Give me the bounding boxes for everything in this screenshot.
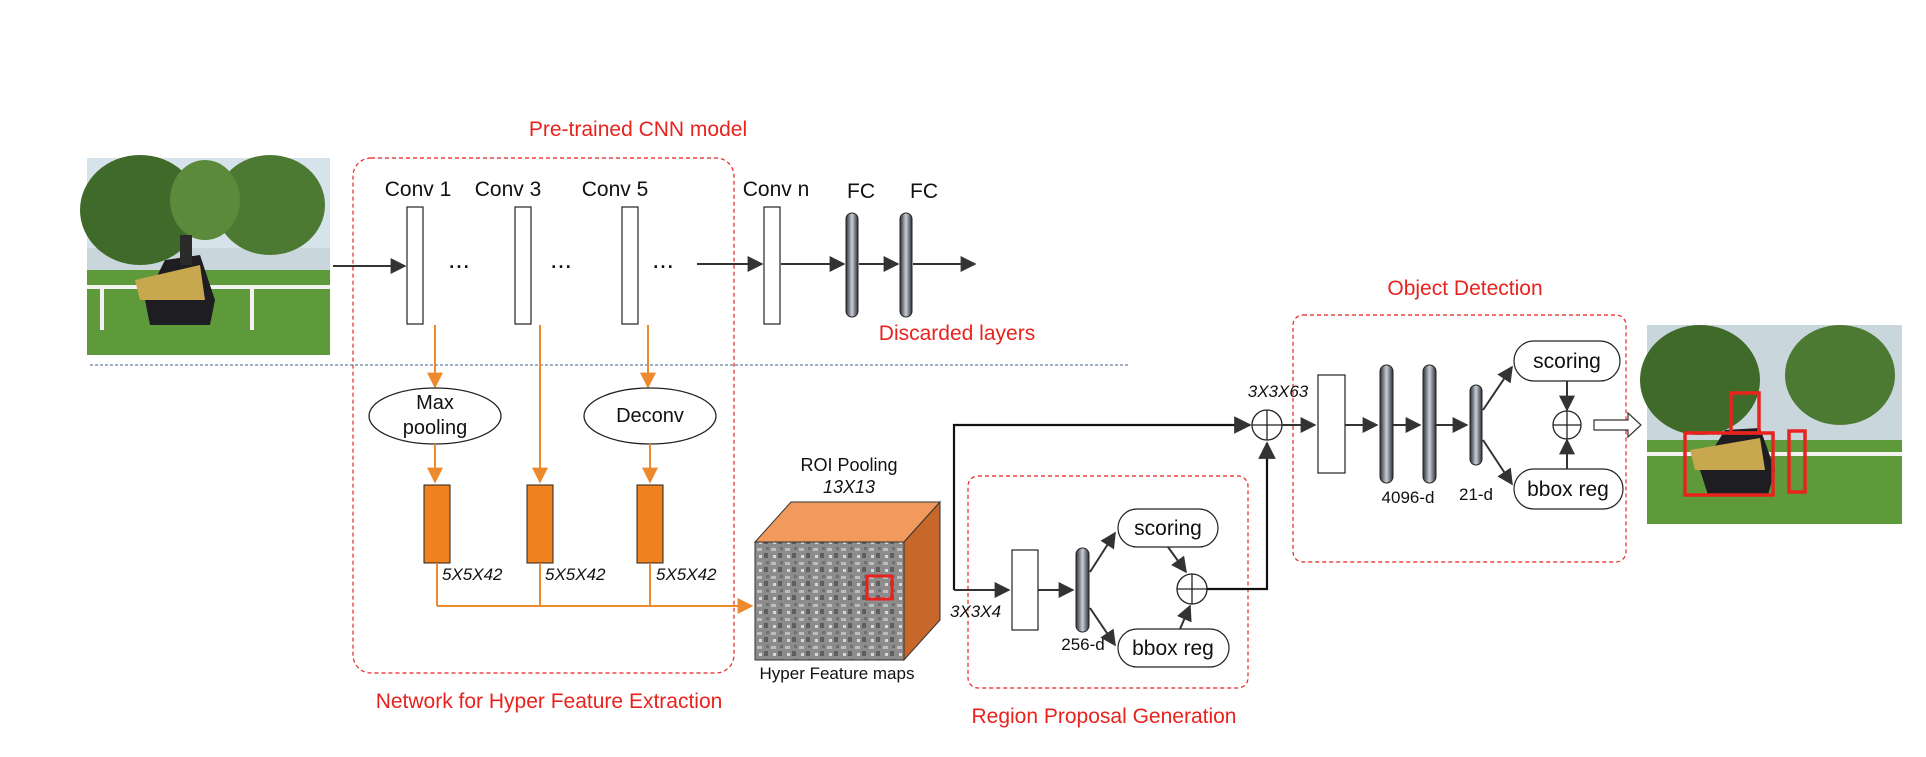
arrow-det-bbox	[1482, 439, 1513, 486]
det-merge-icon	[1251, 409, 1283, 441]
det-sum-icon	[1552, 410, 1582, 440]
arrow-det-scoring	[1482, 365, 1513, 411]
det-cls-dim: 21-d	[1459, 485, 1493, 504]
det-fc2-block	[1422, 364, 1437, 484]
rpn-scoring-label: scoring	[1134, 517, 1202, 540]
det-fc-dim: 4096-d	[1382, 488, 1435, 507]
arrow-rpnscore-sum	[1167, 546, 1187, 574]
ellipsis-3: ...	[652, 244, 674, 274]
det-input-dim: 3X3X63	[1248, 382, 1309, 401]
hyper-feat-2	[526, 484, 554, 564]
det-cls-block	[1469, 384, 1483, 466]
hyper-title: Network for Hyper Feature Extraction	[376, 690, 723, 713]
arrow-rpn-scoring	[1089, 531, 1116, 573]
rpn-feat-block	[1075, 547, 1090, 633]
hyper-dim-2: 5X5X42	[545, 565, 606, 584]
hyper-dim-1: 5X5X42	[442, 565, 503, 584]
fc1-block	[845, 212, 859, 318]
hyper-dim-3: 5X5X42	[656, 565, 717, 584]
fc2-block	[899, 212, 913, 318]
arrow-cube-up	[952, 416, 1252, 590]
deconv-label: Deconv	[616, 405, 684, 427]
convn-block	[763, 206, 781, 325]
arrow-rpnbbox-sum	[1176, 604, 1192, 630]
cnn-title: Pre-trained CNN model	[529, 118, 747, 141]
output-arrow-icon	[1593, 411, 1642, 439]
discarded-label: Discarded layers	[879, 322, 1035, 345]
rpn-feat-dim: 256-d	[1061, 635, 1104, 654]
rpn-conv-block	[1011, 549, 1039, 631]
arrow-rpn-bbox	[1089, 607, 1116, 647]
conv1-block	[406, 206, 424, 325]
ellipsis-1: ...	[448, 244, 470, 274]
fc2-label: FC	[910, 180, 938, 203]
hyper-feat-1	[423, 484, 451, 564]
ellipsis-2: ...	[550, 244, 572, 274]
maxpool-label-1: Max	[416, 392, 454, 414]
conv5-block	[621, 206, 639, 325]
det-fc1-block	[1379, 364, 1394, 484]
rpn-region-box	[967, 475, 1249, 689]
roi-size: 13X13	[823, 477, 875, 497]
hyper-feat-3	[636, 484, 664, 564]
fc1-label: FC	[847, 180, 875, 203]
conv5-label: Conv 5	[582, 178, 649, 201]
arrow-rpn-to-det	[1207, 441, 1276, 591]
rpn-bbox-node	[1117, 628, 1230, 668]
convn-label: Conv n	[743, 178, 810, 201]
cnn-region-box	[352, 157, 735, 674]
conv3-block	[514, 206, 532, 325]
maxpool-label-2: pooling	[403, 417, 468, 439]
roi-title: ROI Pooling	[800, 455, 897, 475]
det-title: Object Detection	[1387, 277, 1542, 300]
det-scoring-label: scoring	[1533, 350, 1601, 373]
rpn-title: Region Proposal Generation	[971, 705, 1236, 728]
rpn-bbox-label: bbox reg	[1132, 637, 1214, 660]
input-image	[80, 155, 330, 355]
output-image	[1640, 325, 1902, 524]
roi-caption: Hyper Feature maps	[760, 664, 915, 683]
rpn-input-dim: 3X3X4	[950, 602, 1001, 621]
hyper-feature-cube	[753, 500, 942, 662]
rpn-sum-icon	[1176, 573, 1208, 605]
conv1-label: Conv 1	[385, 178, 452, 201]
det-bbox-node	[1513, 468, 1624, 510]
conv3-label: Conv 3	[475, 178, 542, 201]
det-region-box	[1292, 314, 1627, 563]
det-bbox-label: bbox reg	[1527, 478, 1609, 501]
det-conv-block	[1317, 374, 1346, 474]
